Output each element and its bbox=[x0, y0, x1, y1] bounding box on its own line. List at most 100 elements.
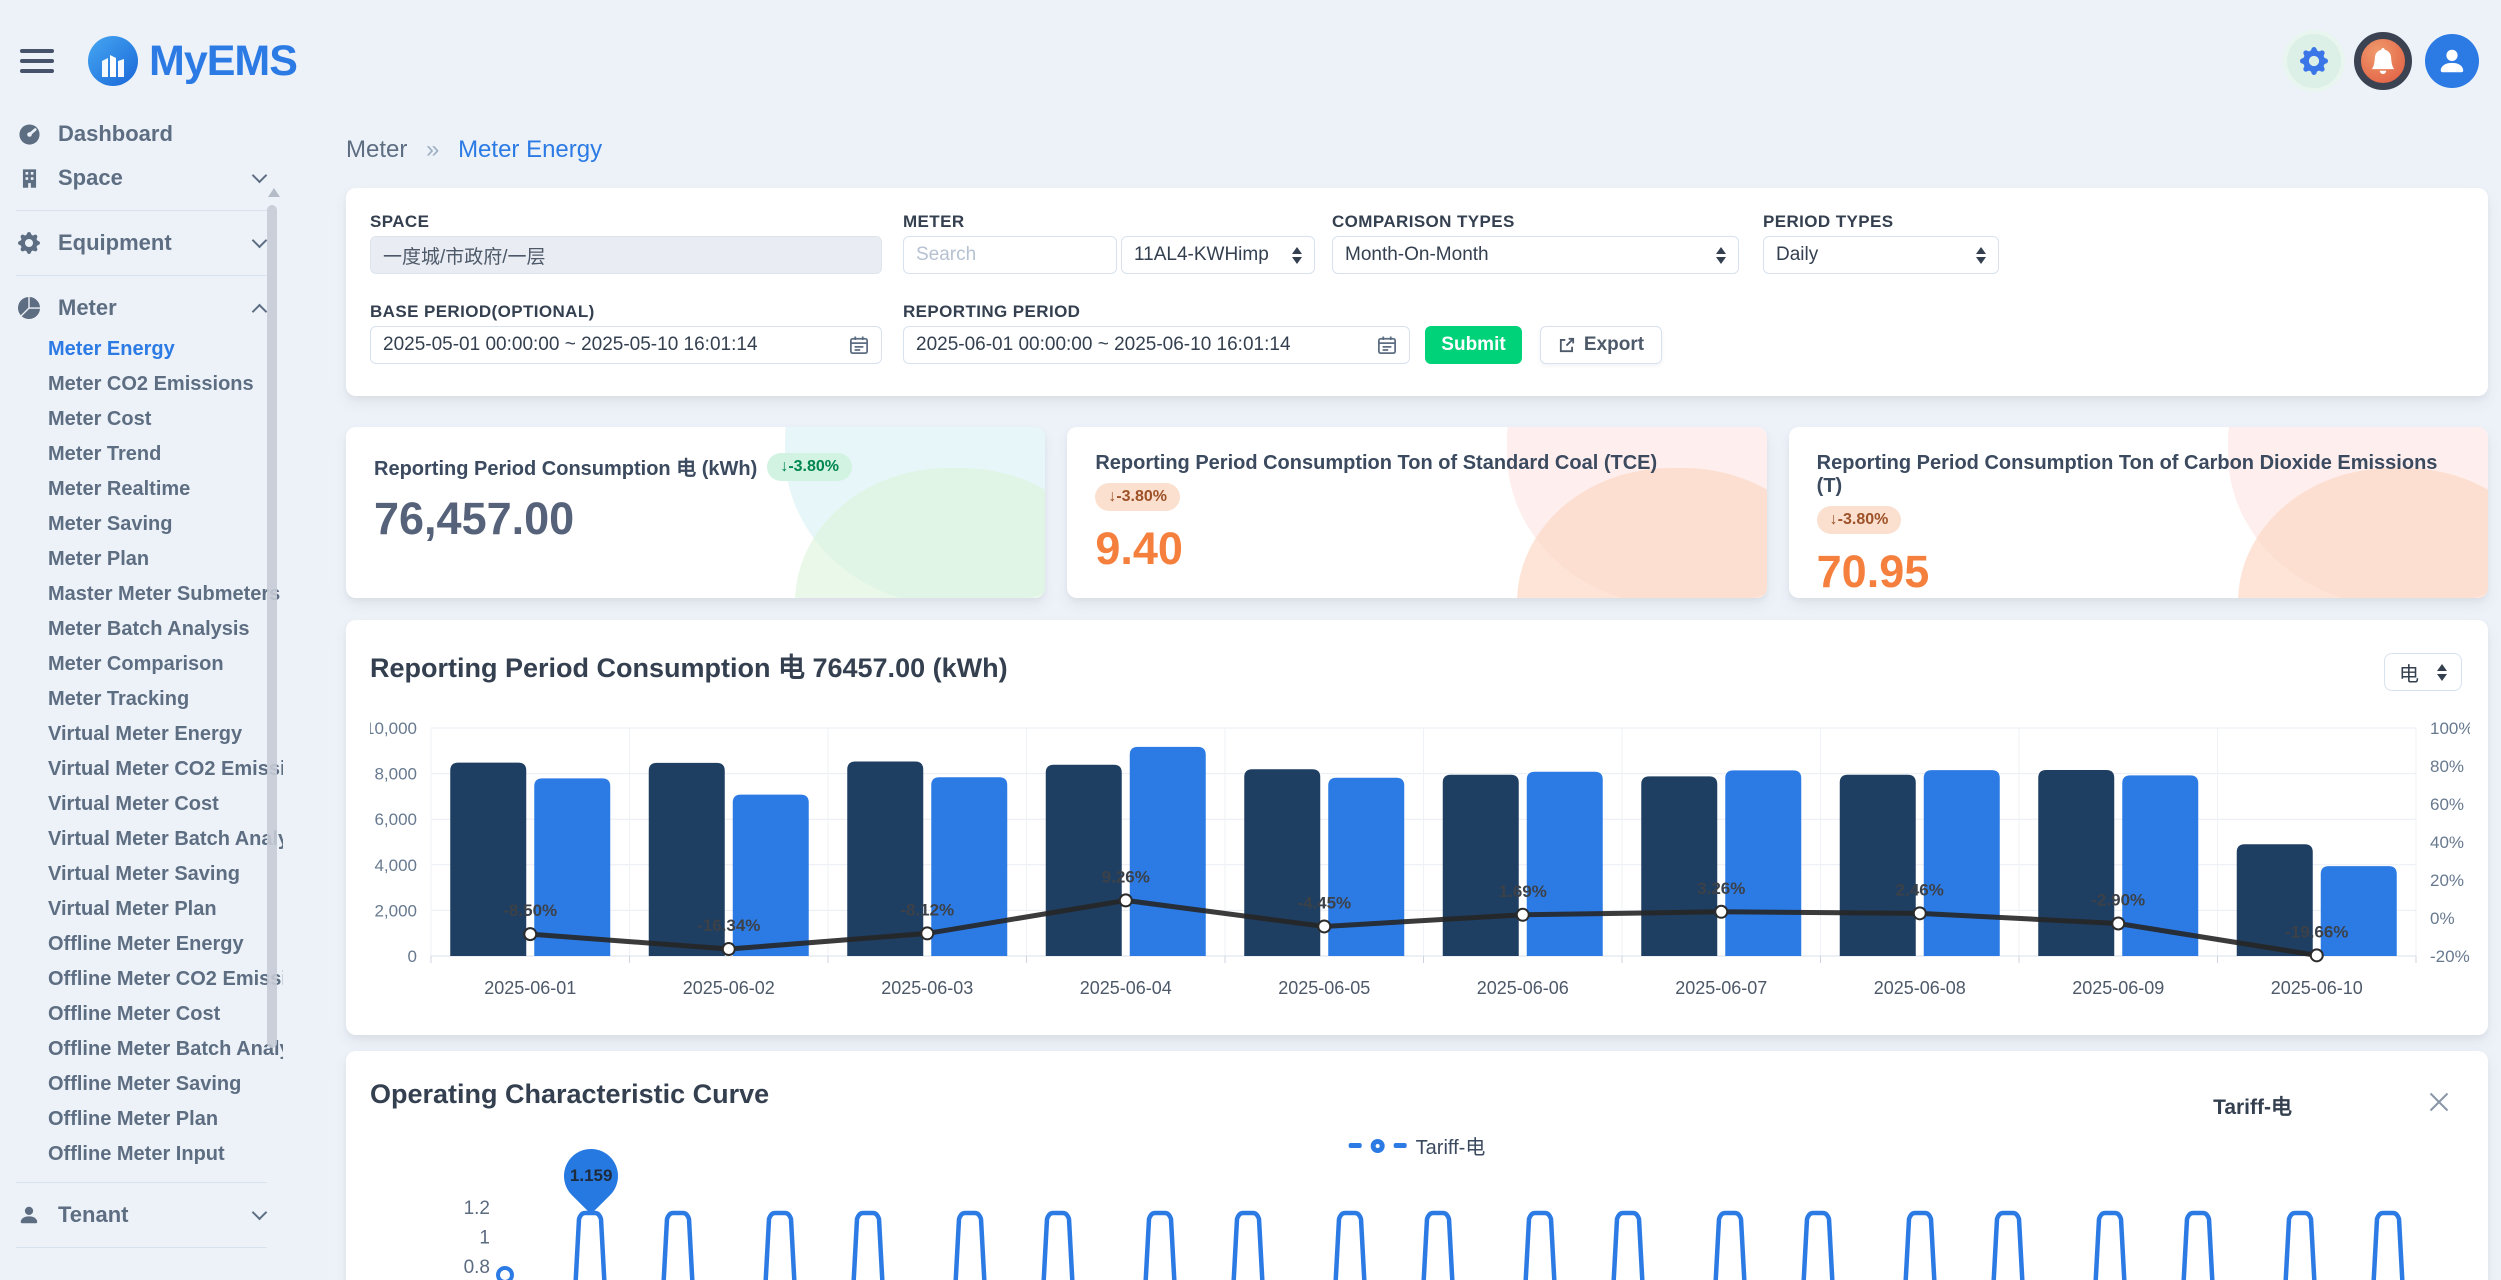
stat-card: Reporting Period Consumption 电 (kWh) ↓-3… bbox=[346, 427, 1046, 598]
legend-label: Tariff-电 bbox=[1415, 1137, 1486, 1159]
sidebar-subitem[interactable]: Virtual Meter Plan bbox=[48, 898, 217, 920]
sidebar-subitem[interactable]: Meter Energy bbox=[48, 338, 175, 360]
pie-chart-icon bbox=[16, 297, 42, 319]
sidebar-item-meter[interactable]: Meter bbox=[0, 286, 283, 330]
stat-card-badge: ↓-3.80% bbox=[767, 452, 853, 481]
reporting-period-input[interactable]: 2025-06-01 00:00:00 ~ 2025-06-10 16:01:1… bbox=[903, 326, 1410, 364]
gear-icon bbox=[2300, 47, 2328, 75]
sidebar-divider bbox=[16, 210, 267, 211]
tariff-tab[interactable]: Tariff-电 bbox=[2213, 1096, 2292, 1119]
comparison-types-select[interactable]: Month-On-Month bbox=[1332, 236, 1739, 274]
svg-text:20%: 20% bbox=[2430, 871, 2464, 890]
gauge-icon bbox=[16, 123, 42, 146]
sidebar-subitem[interactable]: Virtual Meter Saving bbox=[48, 863, 240, 885]
stat-card-value: 76,457.00 bbox=[374, 493, 575, 544]
sidebar-subitem[interactable]: Offline Meter Saving bbox=[48, 1073, 242, 1095]
meter-search-input[interactable] bbox=[903, 236, 1117, 274]
hamburger-menu-icon[interactable] bbox=[20, 49, 54, 73]
select-arrows-icon bbox=[1976, 246, 1986, 264]
sidebar-divider bbox=[16, 1182, 267, 1183]
svg-text:2025-06-01: 2025-06-01 bbox=[484, 978, 576, 998]
breadcrumb-meter[interactable]: Meter bbox=[346, 136, 408, 163]
brand-logo[interactable]: MyEMS bbox=[88, 36, 298, 86]
reporting-consumption-chart-card: Reporting Period Consumption 电 76457.00 … bbox=[346, 620, 2488, 1035]
svg-text:2,000: 2,000 bbox=[374, 901, 417, 920]
sidebar-subitem[interactable]: Offline Meter Batch Analysis bbox=[48, 1038, 283, 1060]
consumption-bar-chart[interactable]: 10,000 8,000 6,000 4,000 2,000 0 100% 80% 60% 40%… bbox=[370, 710, 2470, 1010]
building-icon bbox=[16, 168, 42, 189]
sidebar-scroll-up-arrow[interactable] bbox=[268, 188, 280, 197]
sidebar-subitem[interactable]: Virtual Meter Batch Analysis bbox=[48, 828, 283, 850]
sidebar-item-space[interactable]: Space bbox=[0, 156, 283, 200]
sidebar-label: Space bbox=[58, 165, 123, 190]
base-period-input[interactable]: 2025-05-01 00:00:00 ~ 2025-05-10 16:01:1… bbox=[370, 326, 882, 364]
stat-card: Reporting Period Consumption Ton of Stan… bbox=[1067, 427, 1767, 598]
close-icon[interactable] bbox=[2426, 1089, 2452, 1115]
person-icon bbox=[2437, 46, 2467, 76]
sidebar-subitem[interactable]: Master Meter Submeters Balance bbox=[48, 583, 283, 605]
legend-line-icon bbox=[1393, 1143, 1407, 1148]
sidebar-item-dashboard[interactable]: Dashboard bbox=[0, 112, 283, 156]
breadcrumb-meter-energy[interactable]: Meter Energy bbox=[458, 136, 603, 163]
sidebar-subitem[interactable]: Meter Saving bbox=[48, 513, 173, 535]
sidebar-item-equipment[interactable]: Equipment bbox=[0, 221, 283, 265]
settings-button[interactable] bbox=[2287, 34, 2341, 88]
sidebar-subitem[interactable]: Meter CO2 Emissions bbox=[48, 373, 254, 395]
sidebar-subitem[interactable]: Offline Meter Plan bbox=[48, 1108, 219, 1130]
stat-card-badge: ↓-3.80% bbox=[1816, 506, 1902, 534]
gear-icon bbox=[16, 232, 42, 254]
calendar-icon bbox=[1378, 336, 1396, 354]
top-navbar: MyEMS bbox=[0, 0, 2501, 100]
sidebar-subitem[interactable]: Meter Plan bbox=[48, 548, 150, 570]
person-icon bbox=[16, 1204, 42, 1226]
sidebar-subitem[interactable]: Virtual Meter Cost bbox=[48, 793, 219, 815]
filter-panel: SPACE METER 11AL4-KWHimp COMPARISON TYPE… bbox=[346, 188, 2488, 396]
svg-text:-20%: -20% bbox=[2430, 947, 2470, 966]
svg-text:2025-06-10: 2025-06-10 bbox=[2271, 978, 2363, 998]
sidebar-subitem[interactable]: Virtual Meter CO2 Emissions bbox=[48, 758, 283, 780]
svg-text:80%: 80% bbox=[2430, 757, 2464, 776]
legend-line-icon bbox=[1348, 1143, 1362, 1148]
select-arrows-icon bbox=[1292, 246, 1302, 264]
period-types-select[interactable]: Daily bbox=[1763, 236, 1999, 274]
chevron-down-icon bbox=[251, 232, 268, 249]
export-button[interactable]: Export bbox=[1540, 326, 1662, 364]
svg-text:-2.90%: -2.90% bbox=[2091, 891, 2145, 910]
comparison-types-label: COMPARISON TYPES bbox=[1332, 212, 1515, 231]
tariff-curve-chart[interactable]: 1.2 1 0.8 bbox=[370, 1191, 2470, 1280]
sidebar-subitem[interactable]: Offline Meter CO2 Emissions bbox=[48, 968, 283, 990]
chart-title: Reporting Period Consumption 电 76457.00 … bbox=[370, 653, 1008, 683]
svg-text:2025-06-06: 2025-06-06 bbox=[1477, 978, 1569, 998]
energy-unit-select[interactable]: 电 bbox=[2384, 653, 2462, 691]
sidebar-subitem[interactable]: Offline Meter Energy bbox=[48, 933, 244, 955]
meter-select[interactable]: 11AL4-KWHimp bbox=[1121, 236, 1315, 274]
svg-text:2025-06-05: 2025-06-05 bbox=[1278, 978, 1370, 998]
sidebar-scrollbar[interactable] bbox=[267, 205, 277, 1048]
breadcrumb: Meter » Meter Energy bbox=[346, 136, 2488, 164]
stat-cards-row: Reporting Period Consumption 电 (kWh) ↓-3… bbox=[346, 427, 2488, 598]
legend-circle-icon bbox=[1370, 1138, 1385, 1153]
sidebar-subitem[interactable]: Offline Meter Input bbox=[48, 1143, 225, 1165]
sidebar-subitem[interactable]: Virtual Meter Energy bbox=[48, 723, 243, 745]
sidebar-item-tenant[interactable]: Tenant bbox=[0, 1193, 283, 1237]
period-select-value: Daily bbox=[1776, 244, 1819, 265]
sidebar-subitem[interactable]: Meter Batch Analysis bbox=[48, 618, 250, 640]
user-avatar[interactable] bbox=[2425, 34, 2479, 88]
svg-text:4,000: 4,000 bbox=[374, 856, 417, 875]
sidebar-label: Tenant bbox=[58, 1202, 129, 1227]
svg-text:-19.66%: -19.66% bbox=[2285, 922, 2348, 941]
sidebar-subitem[interactable]: Meter Realtime bbox=[48, 478, 191, 500]
submit-button[interactable]: Submit bbox=[1425, 326, 1522, 364]
space-input[interactable] bbox=[370, 236, 882, 274]
sidebar-subitem[interactable]: Meter Tracking bbox=[48, 688, 190, 710]
sidebar-subitem[interactable]: Meter Comparison bbox=[48, 653, 224, 675]
brand-name: MyEMS bbox=[149, 36, 298, 85]
curve-legend[interactable]: Tariff-电 bbox=[1348, 1131, 1486, 1160]
export-icon bbox=[1559, 337, 1574, 353]
notifications-button[interactable] bbox=[2354, 32, 2412, 90]
sidebar-subitem[interactable]: Meter Trend bbox=[48, 443, 162, 465]
main-content: Meter » Meter Energy SPACE METER 11AL4-K… bbox=[283, 100, 2501, 1280]
sidebar-subitem[interactable]: Meter Cost bbox=[48, 408, 152, 430]
sidebar-subitem[interactable]: Offline Meter Cost bbox=[48, 1003, 221, 1025]
